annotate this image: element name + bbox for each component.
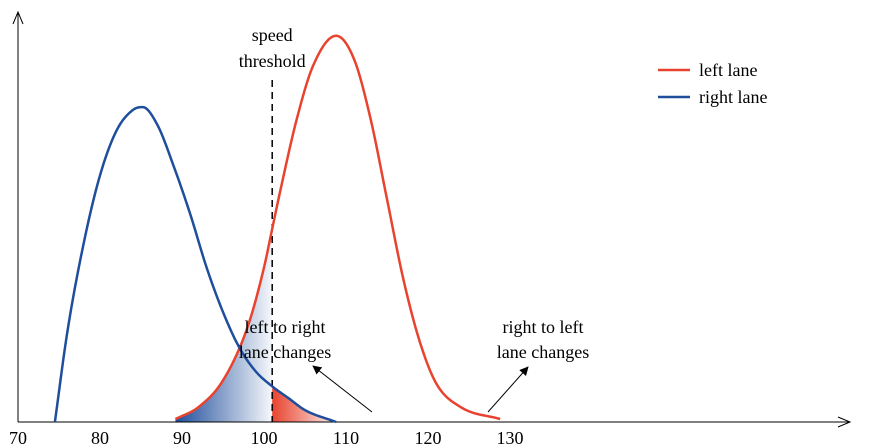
y-axis-arrow-icon <box>12 10 24 25</box>
x-tick-label-90: 90 <box>173 428 191 446</box>
speed-threshold: speed threshold <box>239 25 306 422</box>
annotation-left-line2: lane changes <box>239 342 331 362</box>
legend-label-left-lane: left lane <box>699 60 757 80</box>
x-tick-label-110: 110 <box>333 428 359 446</box>
x-tick-label-100: 100 <box>251 428 278 446</box>
axes <box>12 10 852 428</box>
x-tick-labels: 70 80 90 100 110 120 130 <box>9 428 524 446</box>
x-tick-label-120: 120 <box>415 428 442 446</box>
annotation-right-arrow-icon <box>487 366 529 413</box>
threshold-label-line2: threshold <box>239 51 306 71</box>
annotations: left to right lane changes right to left… <box>239 317 589 413</box>
x-tick-label-70: 70 <box>9 428 27 446</box>
x-tick-label-80: 80 <box>91 428 109 446</box>
x-axis-arrow-icon <box>837 416 852 428</box>
legend-label-right-lane: right lane <box>699 87 767 107</box>
annotation-right-line1: right to left <box>503 317 584 337</box>
annotation-right-line2: lane changes <box>497 342 589 362</box>
x-tick-label-130: 130 <box>497 428 524 446</box>
left-to-right-region <box>175 228 273 422</box>
threshold-label-line1: speed <box>252 25 293 45</box>
series-line-right-lane <box>53 105 337 424</box>
series-line-left-lane <box>174 34 501 421</box>
annotation-left-arrow-icon <box>312 365 373 413</box>
annotation-left-line1: left to right <box>245 317 326 337</box>
shaded-regions <box>175 228 337 422</box>
series-lines <box>53 34 501 424</box>
legend: left lane right lane <box>658 60 767 107</box>
right-to-left-region <box>272 386 337 422</box>
